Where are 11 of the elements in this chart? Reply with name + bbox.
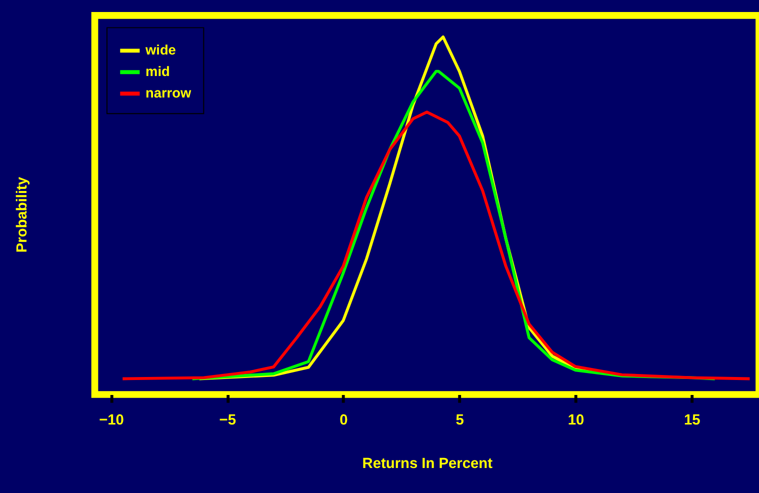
x-tick-label: 15 [684, 412, 700, 428]
x-tick-label: −10 [99, 412, 124, 428]
x-tick-label: 5 [456, 412, 464, 428]
x-tick-label: −5 [219, 412, 236, 428]
legend-label: wide [144, 42, 176, 58]
legend-label: narrow [146, 86, 192, 101]
x-tick-label: 0 [340, 412, 348, 428]
y-axis-title: Probability [14, 176, 30, 253]
x-axis-title: Returns In Percent [362, 456, 493, 472]
legend-label: mid [146, 64, 170, 80]
x-tick-label: 10 [568, 412, 584, 428]
